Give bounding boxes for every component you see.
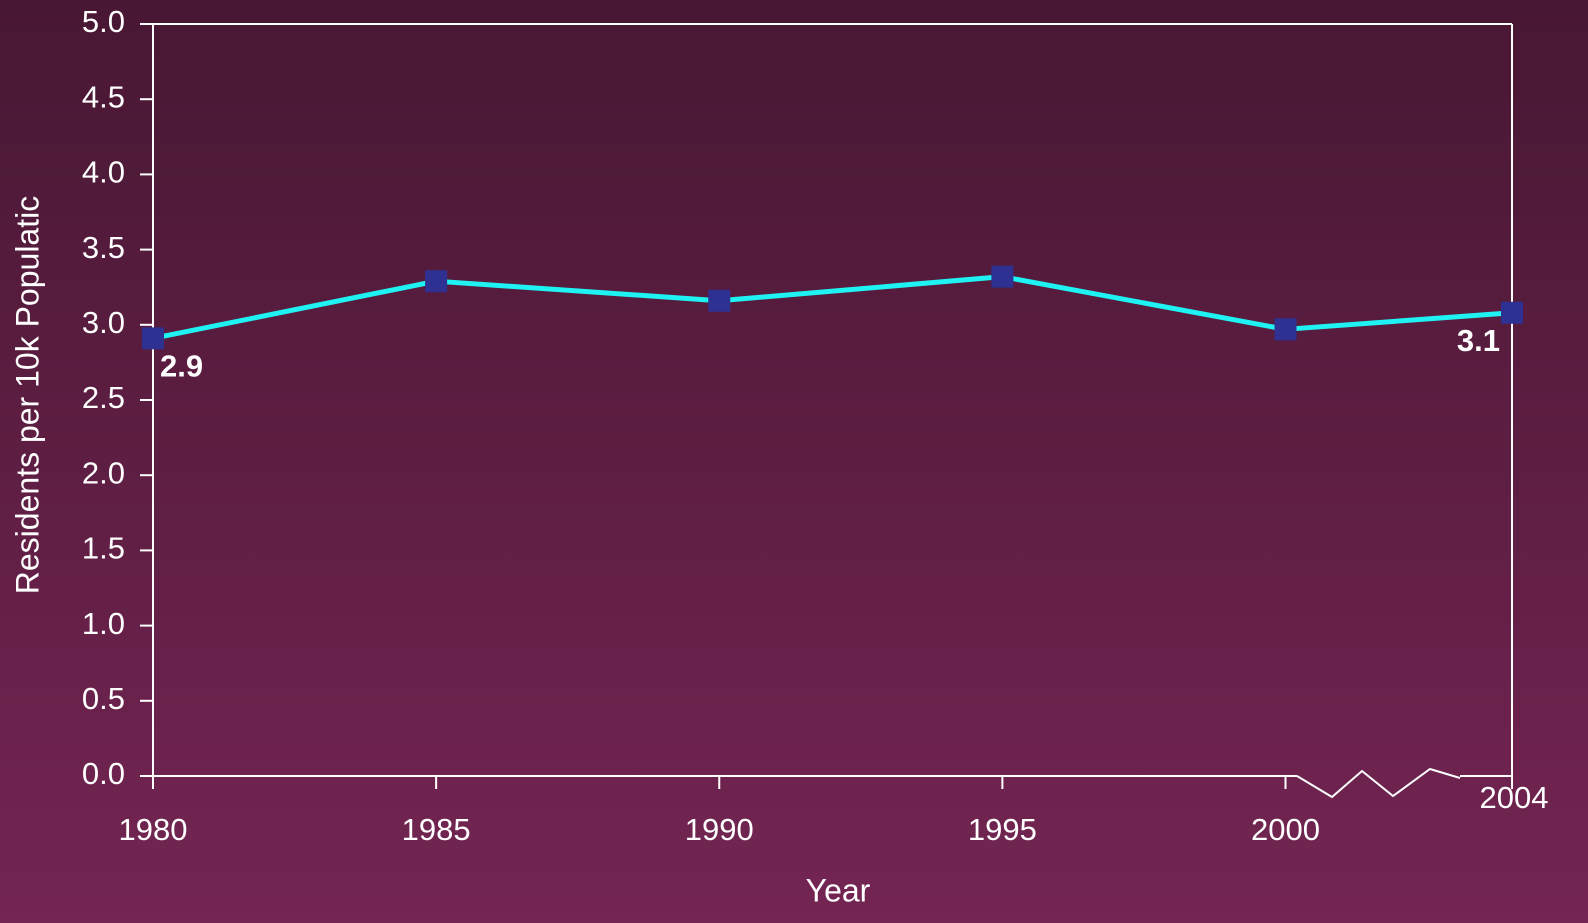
x-tick-label: 2004: [1480, 780, 1549, 815]
data-label: 2.9: [160, 349, 203, 384]
x-tick-label: 1990: [685, 812, 754, 847]
marker: [1501, 301, 1523, 324]
line: [152, 274, 1513, 341]
y-tick-label: 3.0: [82, 305, 125, 340]
y-tick-label: 2.5: [82, 380, 125, 415]
y-tick-label: 4.5: [82, 79, 125, 114]
marker: [708, 289, 731, 312]
data-label: 3.1: [1457, 323, 1500, 358]
marker: [425, 270, 448, 293]
y-tick-label: 1.0: [82, 606, 125, 641]
x-tick-label: 1980: [119, 812, 188, 847]
x-axis-label: Year: [806, 872, 871, 908]
y-tick-label: 0.5: [82, 681, 125, 716]
axis-break: [1296, 767, 1461, 799]
marker: [991, 265, 1014, 288]
y-axis-label: Residents per 10k Populatic: [9, 196, 45, 594]
marker: [1274, 318, 1297, 341]
x-tick-label: 1995: [968, 812, 1037, 847]
x-tick-label: 2000: [1251, 812, 1320, 847]
y-tick-label: 1.5: [82, 531, 125, 566]
y-tick-label: 2.0: [82, 455, 125, 490]
x-tick-label: 1985: [402, 812, 471, 847]
y-tick-label: 0.0: [82, 756, 125, 791]
y-tick-label: 5.0: [82, 4, 125, 39]
y-tick-label: 4.0: [82, 155, 125, 190]
marker: [142, 327, 164, 350]
y-tick-label: 3.5: [82, 230, 125, 265]
